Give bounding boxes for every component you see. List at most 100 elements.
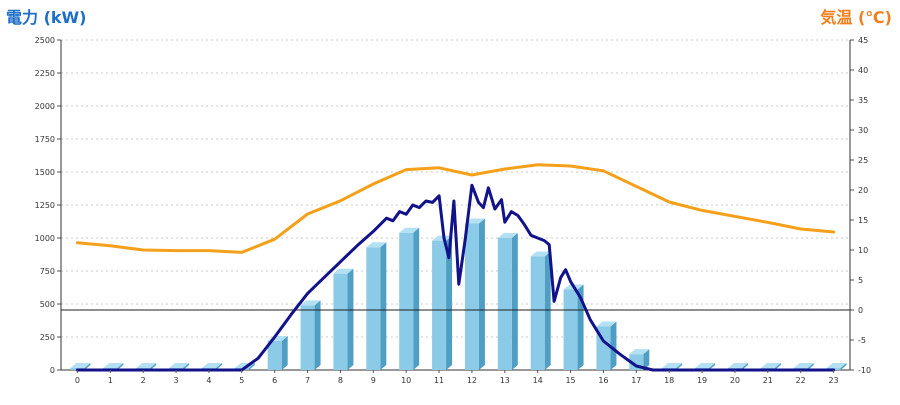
bar — [432, 240, 447, 370]
bar-side — [446, 235, 453, 370]
right-tick-label: 45 — [858, 36, 868, 45]
bar-side — [380, 242, 387, 370]
bar — [300, 305, 315, 370]
bar-top — [136, 363, 157, 369]
x-tick-label: 10 — [401, 376, 411, 385]
left-tick-label: 2250 — [35, 69, 55, 78]
left-tick-label: 1000 — [35, 234, 55, 243]
bar-side — [183, 363, 190, 370]
bar-side — [840, 363, 847, 370]
bar-top — [333, 268, 354, 274]
bar — [497, 238, 512, 370]
x-tick-label: 11 — [434, 376, 444, 385]
bar-side — [709, 363, 716, 370]
right-tick-label: 40 — [858, 66, 868, 75]
bar-top — [596, 321, 617, 327]
x-tick-label: 1 — [108, 376, 113, 385]
bar-side — [347, 268, 354, 370]
bar-side — [807, 363, 814, 370]
x-tick-label: 0 — [75, 376, 80, 385]
bar-top — [760, 363, 781, 369]
x-tick-label: 23 — [828, 376, 838, 385]
bar-top — [727, 363, 748, 369]
left-tick-label: 0 — [50, 366, 55, 375]
x-tick-label: 21 — [763, 376, 773, 385]
right-tick-label: 30 — [858, 126, 868, 135]
bar-top — [70, 363, 91, 369]
bar-side — [511, 233, 518, 370]
bar-top — [793, 363, 814, 369]
bar-side — [478, 218, 485, 370]
x-tick-label: 16 — [598, 376, 608, 385]
bar-side — [643, 349, 650, 370]
x-tick-label: 2 — [141, 376, 146, 385]
bar-top — [366, 242, 387, 248]
right-tick-label: 10 — [858, 246, 868, 255]
bar-side — [215, 363, 222, 370]
x-tick-label: 17 — [631, 376, 641, 385]
bar-top — [826, 363, 847, 369]
left-tick-label: 2500 — [35, 36, 55, 45]
right-tick-label: 20 — [858, 186, 868, 195]
bar-side — [84, 363, 91, 370]
right-tick-label: 25 — [858, 156, 868, 165]
right-tick-label: 15 — [858, 216, 868, 225]
right-tick-label: -5 — [858, 336, 866, 345]
temperature-line — [75, 163, 836, 254]
left-tick-label: 1500 — [35, 168, 55, 177]
x-tick-label: 19 — [697, 376, 707, 385]
bar-top — [497, 233, 518, 238]
bar-top — [103, 363, 124, 369]
bar-top — [629, 349, 650, 355]
right-tick-label: -10 — [858, 366, 871, 375]
bar-top — [695, 363, 716, 369]
left-tick-label: 500 — [40, 300, 55, 309]
left-tick-label: 750 — [40, 267, 55, 276]
bar-top — [399, 227, 420, 233]
x-tick-label: 12 — [467, 376, 477, 385]
right-axis-title: 気温 (℃) — [820, 8, 892, 27]
x-tick-label: 8 — [338, 376, 343, 385]
x-tick-label: 22 — [796, 376, 806, 385]
bar-top — [300, 300, 321, 306]
x-tick-label: 3 — [174, 376, 179, 385]
x-tick-label: 15 — [565, 376, 575, 385]
bar-side — [281, 335, 288, 370]
bar-side — [676, 363, 683, 370]
left-tick-label: 250 — [40, 333, 55, 342]
bar — [366, 247, 381, 370]
left-tick-label: 1250 — [35, 201, 55, 210]
bar-top — [169, 363, 190, 369]
bar-side — [117, 363, 124, 370]
bar-side — [610, 321, 617, 370]
bar-side — [150, 363, 157, 370]
bar — [333, 273, 348, 370]
bar-top — [530, 251, 551, 257]
bar-top — [662, 363, 683, 369]
bar-side — [774, 363, 781, 370]
power-line — [75, 183, 836, 372]
x-tick-label: 20 — [730, 376, 740, 385]
bar-side — [314, 300, 321, 370]
x-tick-label: 4 — [206, 376, 211, 385]
bar-side — [413, 227, 420, 370]
bar-side — [741, 363, 748, 370]
bar — [267, 340, 282, 370]
x-tick-label: 13 — [500, 376, 510, 385]
bar-top — [464, 218, 485, 224]
bar — [563, 289, 578, 370]
x-tick-label: 9 — [371, 376, 376, 385]
right-tick-label: 5 — [858, 276, 863, 285]
bar-top — [432, 235, 453, 241]
x-tick-label: 14 — [533, 376, 543, 385]
bar — [464, 223, 479, 370]
x-tick-label: 6 — [272, 376, 277, 385]
bar-top — [201, 363, 222, 369]
bar-side — [544, 251, 551, 370]
right-tick-label: 0 — [858, 306, 863, 315]
bar — [399, 232, 414, 370]
x-tick-label: 7 — [305, 376, 310, 385]
x-tick-label: 5 — [239, 376, 244, 385]
